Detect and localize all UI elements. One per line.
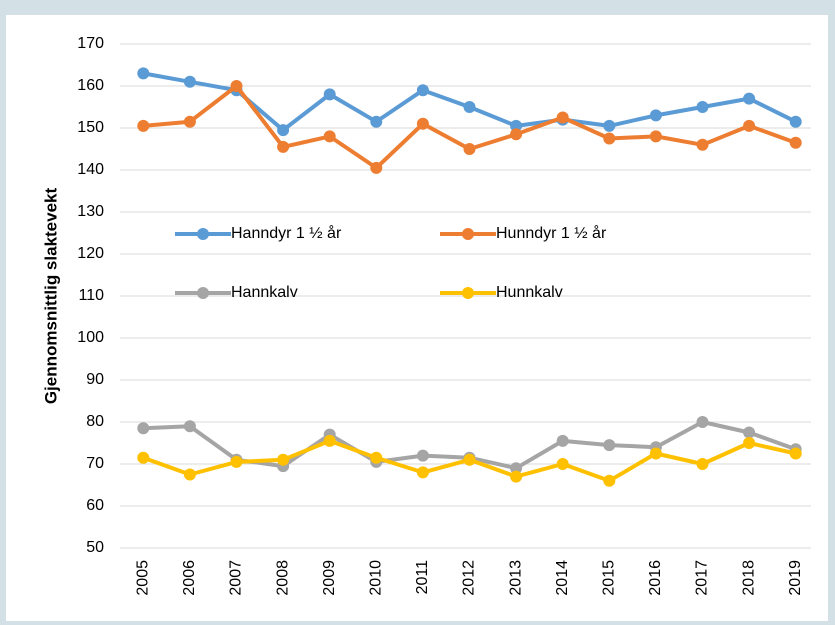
data-point — [137, 67, 150, 80]
data-point — [696, 138, 709, 151]
data-point — [137, 119, 150, 132]
data-point — [603, 119, 616, 132]
data-point — [323, 88, 336, 101]
x-tick-label: 2019 — [787, 560, 804, 596]
data-point — [510, 119, 523, 132]
data-point — [183, 420, 196, 433]
data-point — [323, 434, 336, 447]
data-point — [603, 439, 616, 452]
x-tick-label: 2006 — [181, 560, 198, 596]
x-tick-label: 2005 — [135, 560, 152, 596]
x-tick-label: 2012 — [461, 560, 478, 596]
data-point — [510, 128, 523, 141]
legend-label: Hanndyr 1 ½ år — [231, 224, 342, 242]
x-tick-label: 2009 — [321, 560, 338, 596]
data-point — [137, 451, 150, 464]
y-tick-label: 130 — [77, 203, 104, 220]
y-tick-label: 160 — [77, 77, 104, 94]
data-point — [789, 136, 802, 149]
data-point — [463, 101, 476, 113]
data-point — [556, 111, 569, 124]
data-point — [556, 434, 569, 447]
x-tick-label: 2013 — [507, 560, 524, 596]
data-point — [696, 416, 709, 428]
data-point — [416, 84, 429, 97]
data-point — [696, 101, 709, 113]
x-tick-label: 2014 — [554, 560, 571, 596]
data-point — [743, 437, 756, 449]
x-tick-label: 2016 — [647, 560, 664, 596]
y-tick-label: 50 — [86, 539, 104, 556]
legend-label: Hunndyr 1 ½ år — [496, 224, 607, 242]
data-point — [510, 462, 523, 475]
data-point — [603, 474, 616, 487]
y-tick-label: 150 — [77, 119, 104, 136]
y-tick-label: 120 — [77, 245, 104, 262]
data-point — [743, 92, 756, 105]
x-tick-label: 2017 — [694, 560, 711, 596]
y-tick-label: 110 — [78, 287, 104, 304]
data-point — [556, 458, 569, 470]
data-point — [277, 453, 290, 466]
legend-marker — [462, 228, 474, 240]
data-point — [277, 124, 290, 137]
data-point — [230, 455, 243, 468]
data-point — [416, 449, 429, 462]
x-tick-label: 2011 — [414, 560, 431, 595]
x-tick-label: 2010 — [368, 560, 385, 596]
legend-marker — [197, 287, 209, 299]
data-point — [416, 466, 429, 479]
y-axis-title: Gjennomsnittlig slaktevekt — [41, 187, 60, 404]
y-tick-label: 80 — [86, 413, 104, 430]
legend-marker — [462, 287, 474, 299]
data-point — [789, 115, 802, 128]
data-point — [603, 132, 616, 145]
data-point — [510, 470, 523, 483]
y-tick-label: 70 — [86, 455, 104, 472]
data-point — [743, 119, 756, 132]
legend-label: Hunnkalv — [496, 284, 563, 301]
data-point — [463, 143, 476, 155]
x-tick-label: 2008 — [274, 560, 291, 596]
data-point — [649, 130, 662, 143]
data-point — [370, 161, 383, 174]
data-point — [696, 458, 709, 470]
data-point — [137, 422, 150, 435]
y-tick-label: 140 — [77, 161, 104, 178]
chart-area — [6, 15, 828, 621]
y-tick-label: 90 — [86, 371, 104, 388]
data-point — [370, 115, 383, 128]
y-tick-label: 100 — [77, 329, 104, 346]
data-point — [416, 117, 429, 130]
data-point — [743, 426, 756, 439]
data-point — [370, 451, 383, 464]
data-point — [649, 109, 662, 122]
legend-marker — [197, 228, 209, 240]
x-tick-label: 2018 — [740, 560, 757, 596]
y-tick-label: 170 — [77, 35, 104, 52]
legend-label: Hannkalv — [231, 284, 298, 301]
data-point — [649, 447, 662, 460]
data-point — [277, 140, 290, 153]
data-point — [230, 80, 243, 92]
y-tick-label: 60 — [86, 497, 104, 514]
data-point — [183, 75, 196, 88]
data-point — [789, 447, 802, 460]
x-tick-label: 2015 — [601, 560, 618, 596]
data-point — [323, 130, 336, 143]
data-point — [183, 468, 196, 481]
data-point — [183, 115, 196, 128]
data-point — [463, 453, 476, 466]
x-tick-label: 2007 — [228, 560, 245, 596]
